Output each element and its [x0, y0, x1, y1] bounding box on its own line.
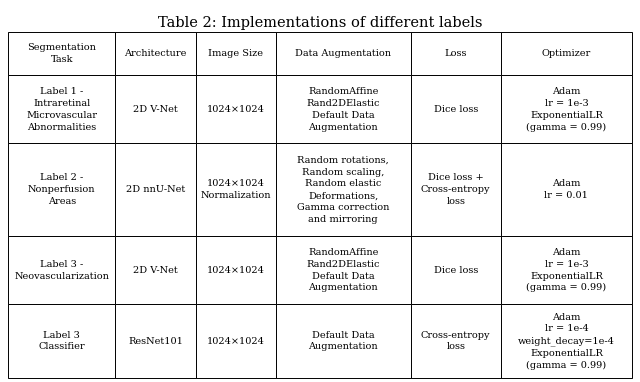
Bar	[115, 143, 196, 236]
Bar	[196, 32, 276, 76]
Text: Dice loss: Dice loss	[433, 266, 478, 275]
Bar	[8, 143, 115, 236]
Text: RandomAffine
Rand2DElastic
Default Data
Augmentation: RandomAffine Rand2DElastic Default Data …	[307, 87, 380, 131]
Bar	[276, 143, 411, 236]
Bar	[411, 76, 501, 143]
Text: Label 3 -
Neovascularization: Label 3 - Neovascularization	[14, 260, 109, 281]
Text: 2D V-Net: 2D V-Net	[133, 105, 178, 114]
Bar	[196, 304, 276, 378]
Bar	[411, 236, 501, 304]
Text: Segmentation
Task: Segmentation Task	[28, 43, 96, 64]
Bar	[501, 143, 632, 236]
Text: Loss: Loss	[445, 49, 467, 58]
Text: Data Augmentation: Data Augmentation	[295, 49, 391, 58]
Text: Adam
lr = 1e-4
weight_decay=1e-4
ExponentialLR
(gamma = 0.99): Adam lr = 1e-4 weight_decay=1e-4 Exponen…	[518, 312, 615, 369]
Text: 1024×1024: 1024×1024	[207, 266, 265, 275]
Text: 1024×1024
Normalization: 1024×1024 Normalization	[200, 180, 271, 200]
Text: Table 2: Implementations of different labels: Table 2: Implementations of different la…	[157, 16, 483, 30]
Bar	[276, 304, 411, 378]
Bar	[501, 236, 632, 304]
Bar	[115, 304, 196, 378]
Bar	[8, 236, 115, 304]
Text: Label 1 -
Intraretinal
Microvascular
Abnormalities: Label 1 - Intraretinal Microvascular Abn…	[26, 87, 97, 131]
Bar	[501, 304, 632, 378]
Text: RandomAffine
Rand2DElastic
Default Data
Augmentation: RandomAffine Rand2DElastic Default Data …	[307, 248, 380, 292]
Text: Random rotations,
Random scaling,
Random elastic
Deformations,
Gamma correction
: Random rotations, Random scaling, Random…	[297, 156, 389, 224]
Text: Cross-entropy
loss: Cross-entropy loss	[421, 331, 490, 351]
Text: Architecture: Architecture	[124, 49, 187, 58]
Text: Dice loss +
Cross-entropy
loss: Dice loss + Cross-entropy loss	[421, 173, 490, 206]
Bar	[411, 304, 501, 378]
Text: Adam
lr = 1e-3
ExponentialLR
(gamma = 0.99): Adam lr = 1e-3 ExponentialLR (gamma = 0.…	[526, 87, 607, 132]
Bar	[115, 76, 196, 143]
Bar	[276, 76, 411, 143]
Text: Dice loss: Dice loss	[433, 105, 478, 114]
Text: 1024×1024: 1024×1024	[207, 337, 265, 346]
Text: ResNet101: ResNet101	[128, 337, 183, 346]
Bar	[276, 236, 411, 304]
Bar	[501, 32, 632, 76]
Bar	[8, 304, 115, 378]
Text: 2D nnU-Net: 2D nnU-Net	[126, 185, 185, 194]
Text: Adam
lr = 1e-3
ExponentialLR
(gamma = 0.99): Adam lr = 1e-3 ExponentialLR (gamma = 0.…	[526, 248, 607, 293]
Bar	[276, 32, 411, 76]
Bar	[501, 76, 632, 143]
Bar	[8, 32, 115, 76]
Bar	[411, 32, 501, 76]
Text: Label 2 -
Nonperfusion
Areas: Label 2 - Nonperfusion Areas	[28, 173, 95, 206]
Text: Default Data
Augmentation: Default Data Augmentation	[308, 331, 378, 351]
Text: Image Size: Image Size	[208, 49, 263, 58]
Bar	[8, 76, 115, 143]
Text: Label 3
Classifier: Label 3 Classifier	[38, 331, 85, 351]
Text: Adam
lr = 0.01: Adam lr = 0.01	[545, 180, 588, 200]
Text: Optimizer: Optimizer	[542, 49, 591, 58]
Bar	[196, 76, 276, 143]
Bar	[196, 143, 276, 236]
Bar	[196, 236, 276, 304]
Bar	[115, 236, 196, 304]
Bar	[411, 143, 501, 236]
Text: 1024×1024: 1024×1024	[207, 105, 265, 114]
Text: 2D V-Net: 2D V-Net	[133, 266, 178, 275]
Bar	[115, 32, 196, 76]
